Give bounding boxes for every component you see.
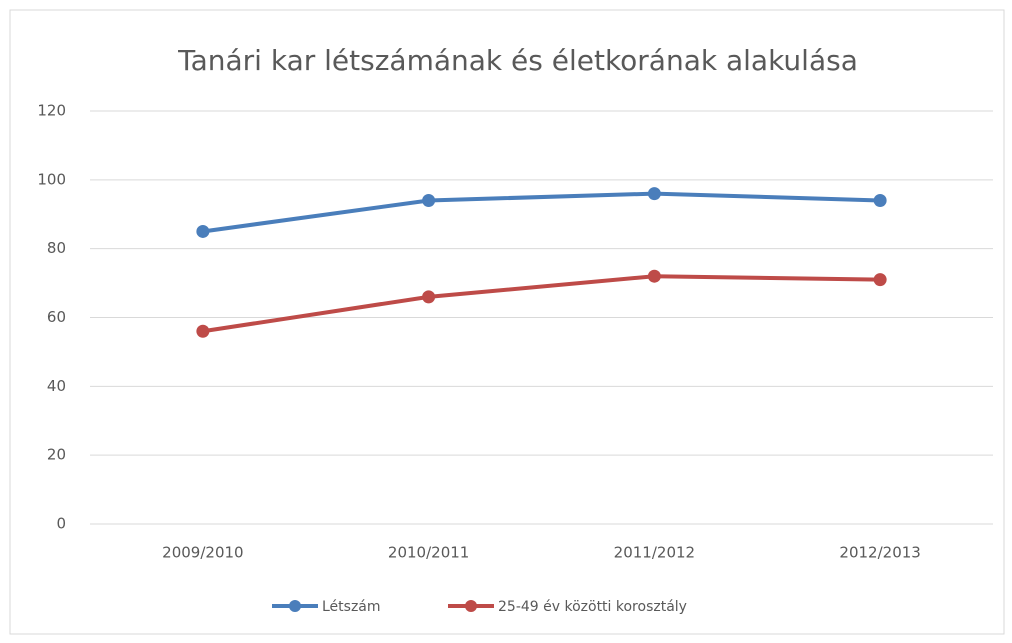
data-point xyxy=(422,193,436,207)
y-tick-label: 40 xyxy=(47,377,66,395)
data-point xyxy=(647,269,661,283)
legend-label: 25-49 év közötti korosztály xyxy=(498,599,687,615)
y-tick-label: 80 xyxy=(47,239,66,257)
y-tick-label: 120 xyxy=(37,102,66,120)
data-point xyxy=(873,193,887,207)
y-tick-label: 0 xyxy=(56,515,66,533)
legend-label: Létszám xyxy=(322,599,381,615)
y-tick-label: 20 xyxy=(47,446,66,464)
legend-marker xyxy=(289,600,301,612)
data-point xyxy=(196,224,210,238)
x-tick-label: 2012/2013 xyxy=(839,544,920,562)
chart-title: Tanári kar létszámának és életkorának al… xyxy=(177,44,858,77)
x-tick-label: 2010/2011 xyxy=(388,544,469,562)
series-line xyxy=(202,191,881,234)
x-tick-label: 2009/2010 xyxy=(162,544,243,562)
y-tick-label: 60 xyxy=(47,308,66,326)
legend-marker xyxy=(465,600,477,612)
data-point xyxy=(647,187,661,201)
data-point xyxy=(873,273,887,287)
data-point xyxy=(422,290,436,304)
y-tick-label: 100 xyxy=(37,170,66,188)
x-tick-label: 2011/2012 xyxy=(614,544,695,562)
chart-border xyxy=(9,9,1005,635)
series-line xyxy=(202,274,881,334)
data-point xyxy=(196,324,210,338)
